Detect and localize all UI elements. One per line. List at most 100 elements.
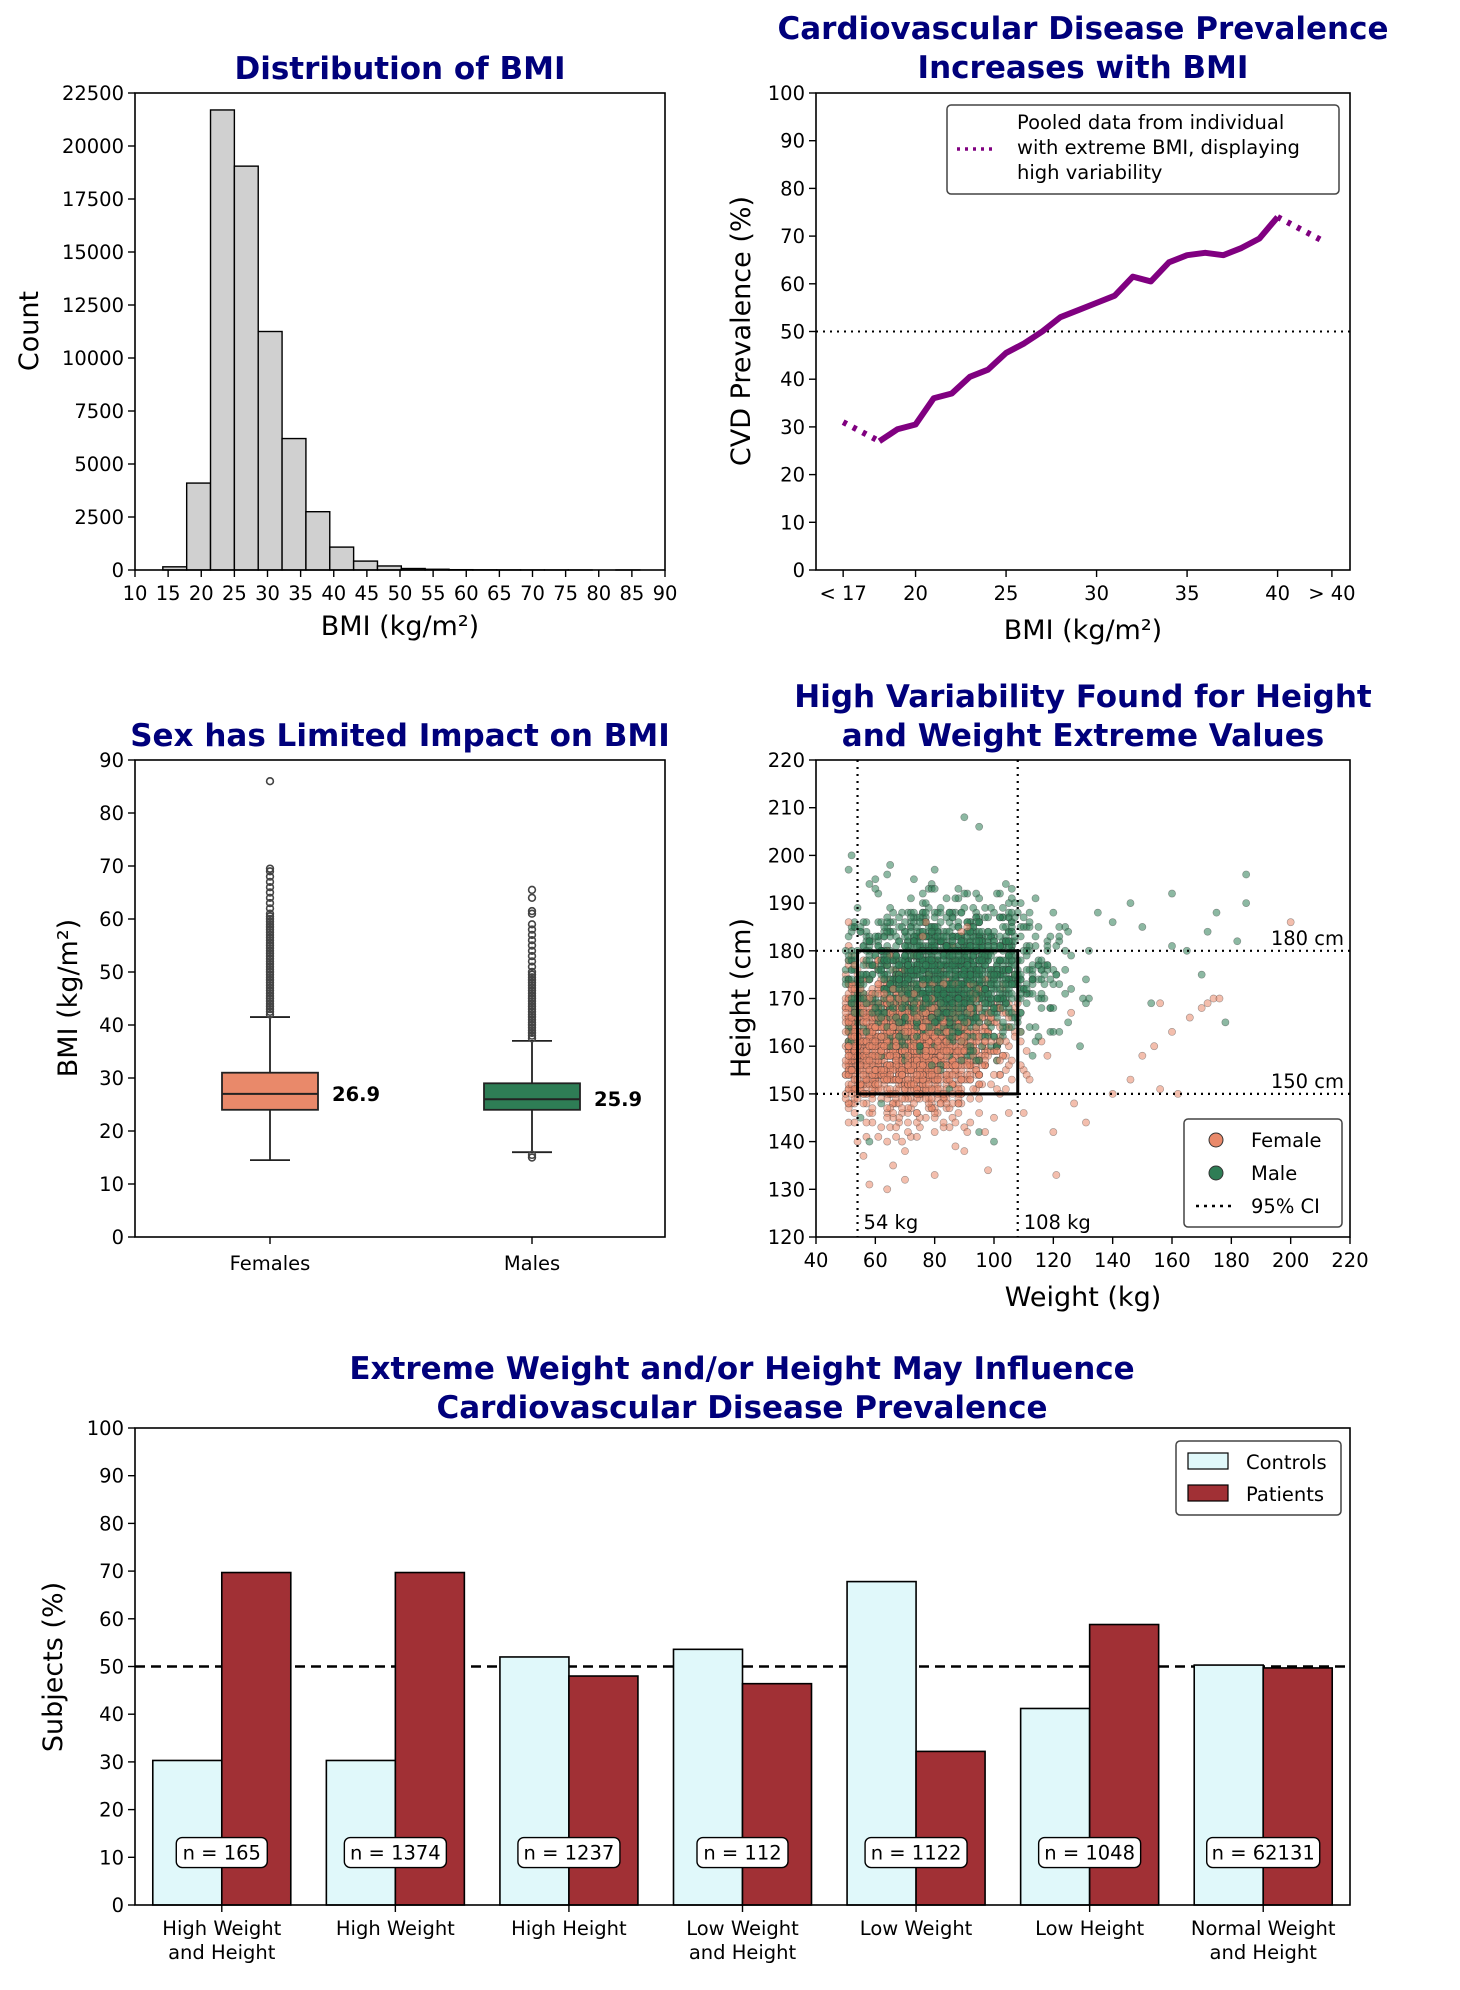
- groups-xtick-label: Low Weight: [686, 1917, 799, 1940]
- scatter-point-male: [936, 999, 945, 1008]
- scatter-point-male: [1025, 918, 1034, 927]
- box-outlier: [265, 975, 275, 985]
- cvd-legend-label: high variability: [1017, 161, 1162, 184]
- scatter-point-male: [907, 927, 915, 936]
- box-outlier: [265, 872, 275, 881]
- boxplot-ytick-label: 40: [99, 1014, 124, 1037]
- histogram-bar: [352, 560, 379, 571]
- scatter-xtick-label: 200: [1272, 1249, 1309, 1272]
- scatter-point-female: [859, 1070, 868, 1079]
- box-outlier: [527, 994, 537, 1003]
- scatter-point-female: [877, 1032, 886, 1041]
- scatter-point-female: [975, 1070, 984, 1079]
- box-outlier: [527, 962, 537, 971]
- box-outlier: [527, 996, 537, 1006]
- scatter-point-male: [978, 956, 987, 965]
- scatter-point-male: [936, 903, 945, 912]
- cvd-title: Increases with BMI: [918, 50, 1249, 86]
- groups-legend-swatch: [1187, 1484, 1229, 1502]
- box-outlier: [265, 925, 275, 934]
- scatter-point-male: [1037, 956, 1046, 965]
- scatter-point-female: [918, 932, 927, 941]
- box-outlier: [265, 983, 275, 993]
- scatter-point-female: [927, 1070, 936, 1079]
- n-label: n = 62131: [1212, 1842, 1315, 1865]
- scatter-point-female: [898, 1094, 906, 1103]
- scatter-point-female: [921, 1047, 930, 1055]
- cvd-ylabel: CVD Prevalence (%): [726, 196, 757, 466]
- box-outlier: [265, 970, 275, 979]
- scatter-point-female: [880, 989, 889, 998]
- scatter-point-female: [966, 1075, 975, 1084]
- box-outlier: [265, 1010, 275, 1019]
- scatter-point-female: [874, 1080, 883, 1089]
- box-outlier: [527, 941, 537, 950]
- box-outlier: [527, 1018, 537, 1027]
- box-outlier: [265, 920, 275, 929]
- box-outlier: [265, 877, 275, 887]
- scatter-point-female: [877, 1066, 886, 1074]
- scatter-point-male: [921, 994, 930, 1003]
- scatter-point-female: [898, 1104, 906, 1113]
- scatter-point-female: [883, 1075, 892, 1084]
- boxplot-ytick-label: 10: [99, 1173, 124, 1196]
- scatter-point-female: [948, 1070, 957, 1079]
- box-outlier: [265, 991, 275, 1001]
- scatter-ytick-label: 160: [768, 1035, 805, 1058]
- scatter-point-female: [841, 1008, 850, 1017]
- box-outlier: [265, 988, 275, 998]
- scatter-point-female: [930, 1128, 939, 1136]
- scatter-point-male: [1052, 942, 1061, 950]
- scatter-point-male: [1007, 884, 1016, 893]
- box-outlier: [527, 981, 537, 990]
- scatter-point-male: [901, 980, 909, 989]
- scatter-point-male: [1212, 908, 1221, 917]
- scatter-xtick-label: 120: [1035, 1249, 1072, 1272]
- scatter-point-female: [912, 1132, 921, 1141]
- scatter-point-male: [975, 918, 984, 927]
- scatter-point-male: [921, 908, 930, 917]
- boxplot-axes-frame: [134, 759, 666, 1238]
- scatter-point-male: [1007, 1023, 1016, 1032]
- n-label: n = 165: [183, 1842, 261, 1865]
- scatter-point-female: [841, 1027, 850, 1036]
- scatter-point-female: [892, 1123, 900, 1132]
- groups-ylabel: Subjects (%): [38, 1582, 69, 1752]
- scatter-legend-female-marker: [1208, 1132, 1224, 1148]
- scatter-point-female: [859, 1152, 868, 1160]
- cvd-xtick-label: 20: [903, 582, 928, 605]
- scatter-point-male: [1007, 923, 1016, 931]
- scatter-point-female: [963, 923, 972, 931]
- scatter-ytick-label: 140: [768, 1131, 805, 1154]
- boxplot-ylabel: BMI (kg/m²): [53, 919, 84, 1077]
- scatter-point-male: [921, 899, 930, 907]
- patients-bar: [915, 1750, 986, 1906]
- boxplot-xtick-label: Males: [504, 1252, 560, 1275]
- scatter-point-male: [1049, 1027, 1058, 1036]
- groups-ytick-label: 100: [87, 1417, 124, 1440]
- scatter-point-female: [1007, 1056, 1016, 1065]
- box-outlier: [527, 1002, 537, 1011]
- boxplot-ytick-label: 50: [99, 961, 124, 984]
- scatter-point-male: [933, 985, 942, 993]
- scatter-point-female: [883, 1185, 892, 1194]
- scatter-point-male: [1126, 899, 1135, 907]
- groups-xtick-label: Low Height: [1035, 1917, 1144, 1940]
- box-outlier: [527, 967, 537, 977]
- n-label: n = 1048: [1044, 1842, 1135, 1865]
- histogram-xtick-label: 15: [156, 582, 181, 605]
- scatter-xtick-label: 140: [1094, 1249, 1131, 1272]
- scatter-ytick-label: 210: [768, 797, 805, 820]
- histogram-bar: [185, 482, 212, 571]
- box-outlier: [527, 935, 537, 945]
- scatter-point-female: [1004, 1109, 1013, 1117]
- scatter-point-female: [1150, 1042, 1159, 1051]
- scatter-point-female: [1025, 1075, 1034, 1084]
- groups-ytick-label: 70: [99, 1560, 124, 1583]
- box-outlier: [265, 933, 275, 942]
- box-outlier: [527, 973, 537, 982]
- scatter-point-male: [993, 980, 1001, 989]
- boxplot-title: Sex has Limited Impact on BMI: [130, 718, 670, 754]
